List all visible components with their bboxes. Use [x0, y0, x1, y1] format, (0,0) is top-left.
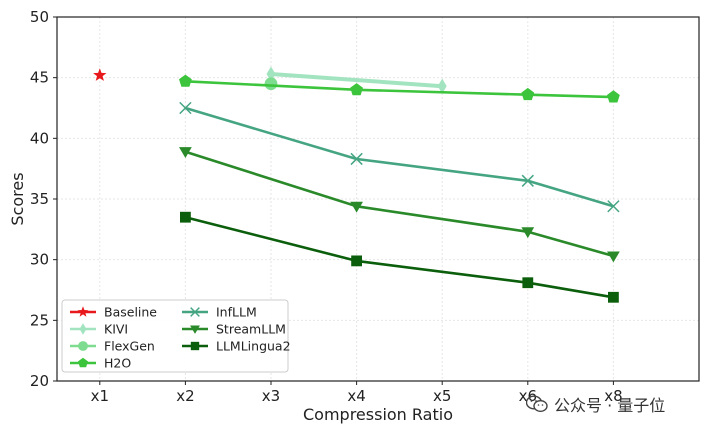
y-tick-label: 50 — [30, 8, 49, 26]
series-line — [270, 72, 443, 89]
data-point — [607, 90, 620, 103]
data-point — [522, 277, 534, 289]
x-tick-label: x2 — [176, 387, 194, 405]
series-line — [185, 80, 614, 99]
x-tick-label: x4 — [347, 387, 365, 405]
legend-entry: LLMLingua2 — [182, 339, 291, 354]
data-point — [607, 251, 620, 263]
x-tick-label: x1 — [91, 387, 109, 405]
series-llmlingua2 — [180, 211, 619, 303]
x-tick-label: x6 — [519, 387, 537, 405]
series-infllm — [179, 101, 620, 213]
legend-label: Baseline — [104, 305, 157, 320]
y-tick-label: 45 — [30, 69, 49, 87]
data-point — [351, 255, 362, 267]
data-point — [179, 74, 192, 87]
legend-entry: FlexGen — [70, 339, 155, 354]
y-tick-label: 25 — [30, 311, 49, 329]
series-streamllm — [179, 147, 620, 263]
data-point — [264, 77, 278, 91]
legend-entry: KIVI — [70, 322, 128, 337]
data-point — [179, 147, 192, 159]
watermark: 公众号 · 量子位 — [526, 392, 665, 416]
legend-marker — [190, 307, 200, 317]
x-tick-label: x5 — [433, 387, 451, 405]
x-tick-label: x8 — [604, 387, 622, 405]
data-point — [180, 211, 191, 223]
data-point — [607, 200, 620, 213]
legend-marker — [79, 323, 87, 335]
series-h2o — [179, 74, 620, 103]
data-point — [521, 174, 534, 187]
legend-entry: StreamLLM — [182, 322, 286, 337]
legend: Baseline KIVI FlexGen H2O InfLLM StreamLLM LLM… — [61, 299, 291, 373]
data-point — [521, 87, 535, 101]
data-point — [608, 291, 619, 303]
legend-entry: H2O — [70, 356, 131, 371]
y-tick-label: 35 — [30, 190, 49, 208]
data-point — [350, 201, 363, 213]
data-point — [350, 152, 363, 166]
ticks: x1 x2 x3 x4 x5 x6 x8 20 25 30 35 40 45 50 — [30, 8, 623, 405]
legend-marker — [190, 325, 200, 334]
legend-label: InfLLM — [216, 305, 257, 320]
watermark-text: 公众号 · 量子位 — [554, 396, 666, 415]
data-point — [521, 227, 535, 239]
legend-label: KIVI — [104, 322, 128, 337]
x-axis-label: Compression Ratio — [303, 405, 453, 424]
x-tick-label: x3 — [262, 387, 280, 405]
series-line — [185, 150, 614, 258]
legend-marker — [78, 341, 88, 351]
series-flexgen — [264, 77, 278, 91]
y-tick-label: 40 — [30, 129, 49, 147]
legend-marker — [77, 306, 89, 317]
legend-label: H2O — [104, 356, 131, 371]
series-layer — [93, 66, 620, 303]
legend-label: FlexGen — [104, 339, 155, 354]
legend-label: StreamLLM — [216, 322, 286, 337]
y-axis-label: Scores — [8, 172, 27, 225]
series-line — [185, 215, 614, 299]
data-point — [93, 68, 107, 81]
legend-entry: Baseline — [70, 305, 157, 320]
series-baseline — [93, 68, 107, 81]
y-tick-label: 30 — [30, 251, 49, 269]
series-line — [185, 106, 614, 208]
data-point — [179, 101, 192, 115]
legend-marker — [78, 357, 88, 368]
y-tick-label: 20 — [30, 372, 49, 390]
legend-label: LLMLingua2 — [216, 339, 291, 354]
legend-entry: InfLLM — [182, 305, 257, 320]
legend-box — [61, 299, 289, 373]
legend-marker — [190, 341, 200, 351]
data-point — [350, 83, 363, 96]
wechat-icon — [526, 395, 548, 413]
data-point — [437, 78, 447, 94]
